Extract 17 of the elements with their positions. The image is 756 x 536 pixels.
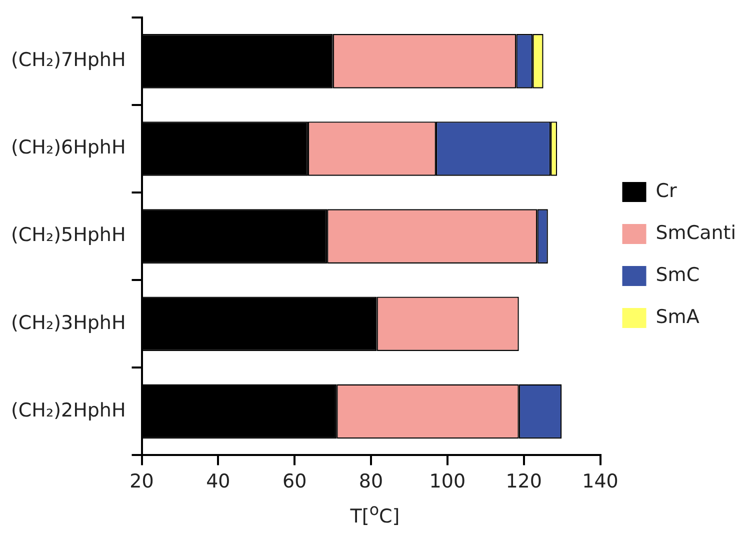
x-tick-label: 60 bbox=[282, 470, 307, 493]
x-tick-label: 120 bbox=[506, 470, 542, 493]
x-tick-label: 80 bbox=[358, 470, 384, 493]
x-tick-label: 40 bbox=[206, 470, 230, 493]
legend-label: SmCanti bbox=[656, 222, 736, 244]
x-tick-label: 20 bbox=[130, 470, 154, 493]
x-tick-label: 100 bbox=[429, 470, 466, 493]
y-tick-label: (CH₂)6HphH bbox=[10, 136, 126, 159]
legend-label: Cr bbox=[656, 180, 678, 202]
legend-label: SmA bbox=[656, 306, 700, 328]
y-tick-label: (CH₂)2HphH bbox=[10, 399, 126, 422]
x-tick-label: 140 bbox=[582, 470, 618, 493]
y-tick-label: (CH₂)3HphH bbox=[10, 312, 126, 334]
y-tick-label: (CH₂)7HphH bbox=[10, 49, 126, 72]
legend-label: SmC bbox=[656, 264, 700, 286]
x-axis-title: T[$^{o}$C] bbox=[349, 500, 401, 528]
y-tick-label: (CH₂)5HphH bbox=[10, 224, 126, 246]
